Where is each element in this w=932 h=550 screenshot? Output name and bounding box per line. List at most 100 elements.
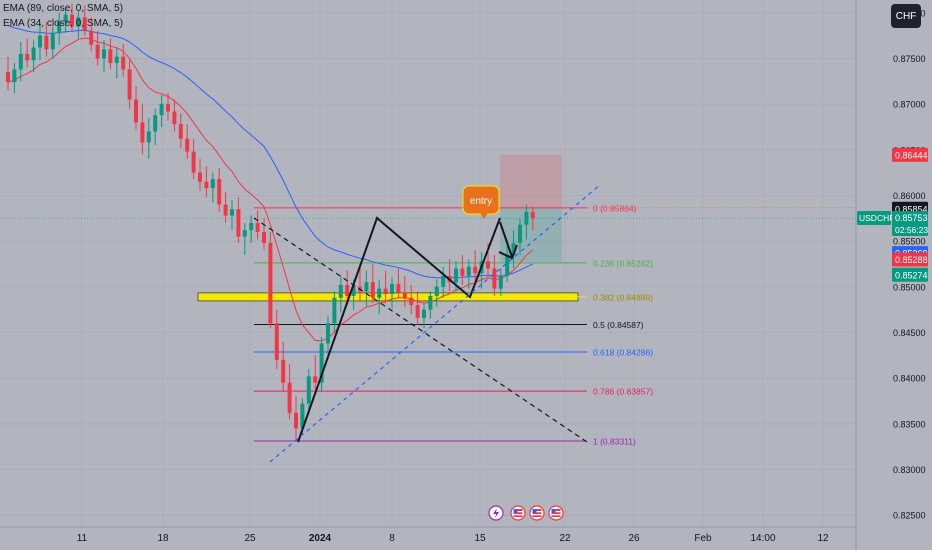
price-tick-label: 0.86000 <box>893 191 926 201</box>
descending-trendline[interactable] <box>253 217 588 443</box>
candle-body <box>146 131 151 143</box>
us-flag-icon-stripes <box>551 509 561 517</box>
symbol-badge[interactable]: USDCHF <box>859 213 894 223</box>
candle-body <box>486 261 490 269</box>
zigzag-pattern-line[interactable] <box>297 216 501 443</box>
us-flag-icon-stripe <box>513 514 523 516</box>
current-price-badge-bg <box>892 211 928 237</box>
candle-body <box>50 32 55 50</box>
candle-body <box>326 323 330 344</box>
projection-arrow-shaft[interactable] <box>499 221 513 258</box>
price-tick-label: 0.83000 <box>893 465 926 475</box>
level-zero-badge[interactable]: 0.85854 <box>895 204 928 214</box>
candle-body <box>134 99 138 123</box>
us-flag-icon[interactable] <box>510 505 526 521</box>
entry-callout-label: entry <box>470 196 492 207</box>
candle-body <box>121 56 126 70</box>
time-tick-label: 15 <box>474 533 486 544</box>
candle-body <box>18 53 23 70</box>
ema-34-badge-bg <box>892 252 928 267</box>
candle-body <box>31 47 36 61</box>
ema-34-legend[interactable]: EMA (34, close, 0, SMA, 5) <box>3 18 124 29</box>
candle-body <box>434 286 439 296</box>
fib-level-label: 0.5 (0.84587) <box>593 320 644 330</box>
candle-body <box>274 323 279 360</box>
candle-body <box>63 14 68 22</box>
time-tick-label: 26 <box>628 533 640 544</box>
time-axis[interactable]: 11 18 25 2024 8 15 22 26 Feb 14:00 12 <box>0 526 856 544</box>
countdown-label: 02:56:23 <box>895 225 928 235</box>
symbol-badge-bg <box>857 211 891 226</box>
target-price-badge-bg <box>892 267 928 282</box>
ema-34-badge[interactable]: 0.85288 <box>895 255 928 265</box>
price-tick-label: 0.87500 <box>893 54 926 64</box>
candle-body <box>377 288 382 298</box>
price-tick-label: 0.83500 <box>893 419 926 429</box>
stop-price-badge-bg <box>892 147 928 162</box>
candle-body <box>153 115 158 132</box>
candle-body <box>191 151 196 173</box>
us-flag-icon-stripe <box>532 514 542 516</box>
stop-price-badge[interactable]: 0.86444 <box>895 150 928 160</box>
candle-body <box>415 305 420 318</box>
candle-body <box>338 284 343 298</box>
candle-body <box>332 297 337 324</box>
candle-body <box>76 17 81 27</box>
events-row[interactable] <box>488 505 564 521</box>
plot-background <box>0 0 856 527</box>
current-price-badge[interactable]: 0.85753 <box>895 213 928 223</box>
candle-body <box>255 222 260 232</box>
us-flag-icon[interactable] <box>529 505 545 521</box>
time-tick-label: 25 <box>244 533 256 544</box>
price-axis[interactable]: 0.880000.875000.870000.865000.860000.855… <box>855 0 932 550</box>
candle-body <box>185 138 190 152</box>
price-tick-label: 0.84500 <box>893 328 926 338</box>
candle-body <box>57 21 62 33</box>
currency-button[interactable]: CHF <box>891 4 921 28</box>
stop-loss-zone[interactable] <box>500 154 562 208</box>
candle-body <box>511 242 516 255</box>
candle-body <box>492 268 497 289</box>
candlestick-series <box>6 3 535 442</box>
candle-body <box>313 376 318 383</box>
fib-level-label: 0.618 (0.84286) <box>593 348 653 358</box>
candle-body <box>518 224 522 243</box>
candle-body <box>6 72 10 83</box>
lightning-icon[interactable] <box>488 505 504 521</box>
fib-level-label: 0.786 (0.83857) <box>593 387 653 397</box>
ema-89-path <box>7 24 534 279</box>
fib-level-label: 0 (0.85864) <box>593 203 637 213</box>
ema-89-legend[interactable]: EMA (89, close, 0, SMA, 5) <box>3 3 124 14</box>
candle-body <box>25 53 30 61</box>
candle-body <box>166 104 170 112</box>
candle-body <box>306 376 311 404</box>
candle-body <box>466 266 471 276</box>
candle-body <box>236 209 241 237</box>
price-tick-label: 0.85000 <box>893 282 926 292</box>
candle-body <box>114 56 119 64</box>
ema-34-path <box>7 37 534 342</box>
candle-body <box>210 179 215 189</box>
ema-34-line <box>7 37 534 342</box>
candle-body <box>140 122 145 143</box>
price-tick-label: 0.85500 <box>893 237 926 247</box>
candle-body <box>230 209 234 216</box>
candle-body <box>383 288 388 295</box>
entry-callout[interactable]: entry <box>462 185 500 219</box>
candle-body <box>281 359 286 383</box>
time-tick-label: 8 <box>389 533 395 544</box>
time-tick-label: 12 <box>817 533 829 544</box>
candle-body <box>70 14 74 27</box>
us-flag-icon-stripes <box>513 509 523 517</box>
pattern-drawings[interactable]: entry <box>253 184 601 463</box>
candle-body <box>102 49 106 59</box>
candle-body <box>473 266 478 274</box>
us-flag-icon[interactable] <box>548 505 564 521</box>
time-tick-label: 11 <box>77 533 88 544</box>
fibonacci-retracement[interactable]: 0 (0.85864) 0.236 (0.85262) 0.382 (0.84889… <box>197 203 856 447</box>
candle-body <box>505 254 510 276</box>
candle-body <box>178 124 183 139</box>
target-price-badge[interactable]: 0.85274 <box>895 270 928 280</box>
